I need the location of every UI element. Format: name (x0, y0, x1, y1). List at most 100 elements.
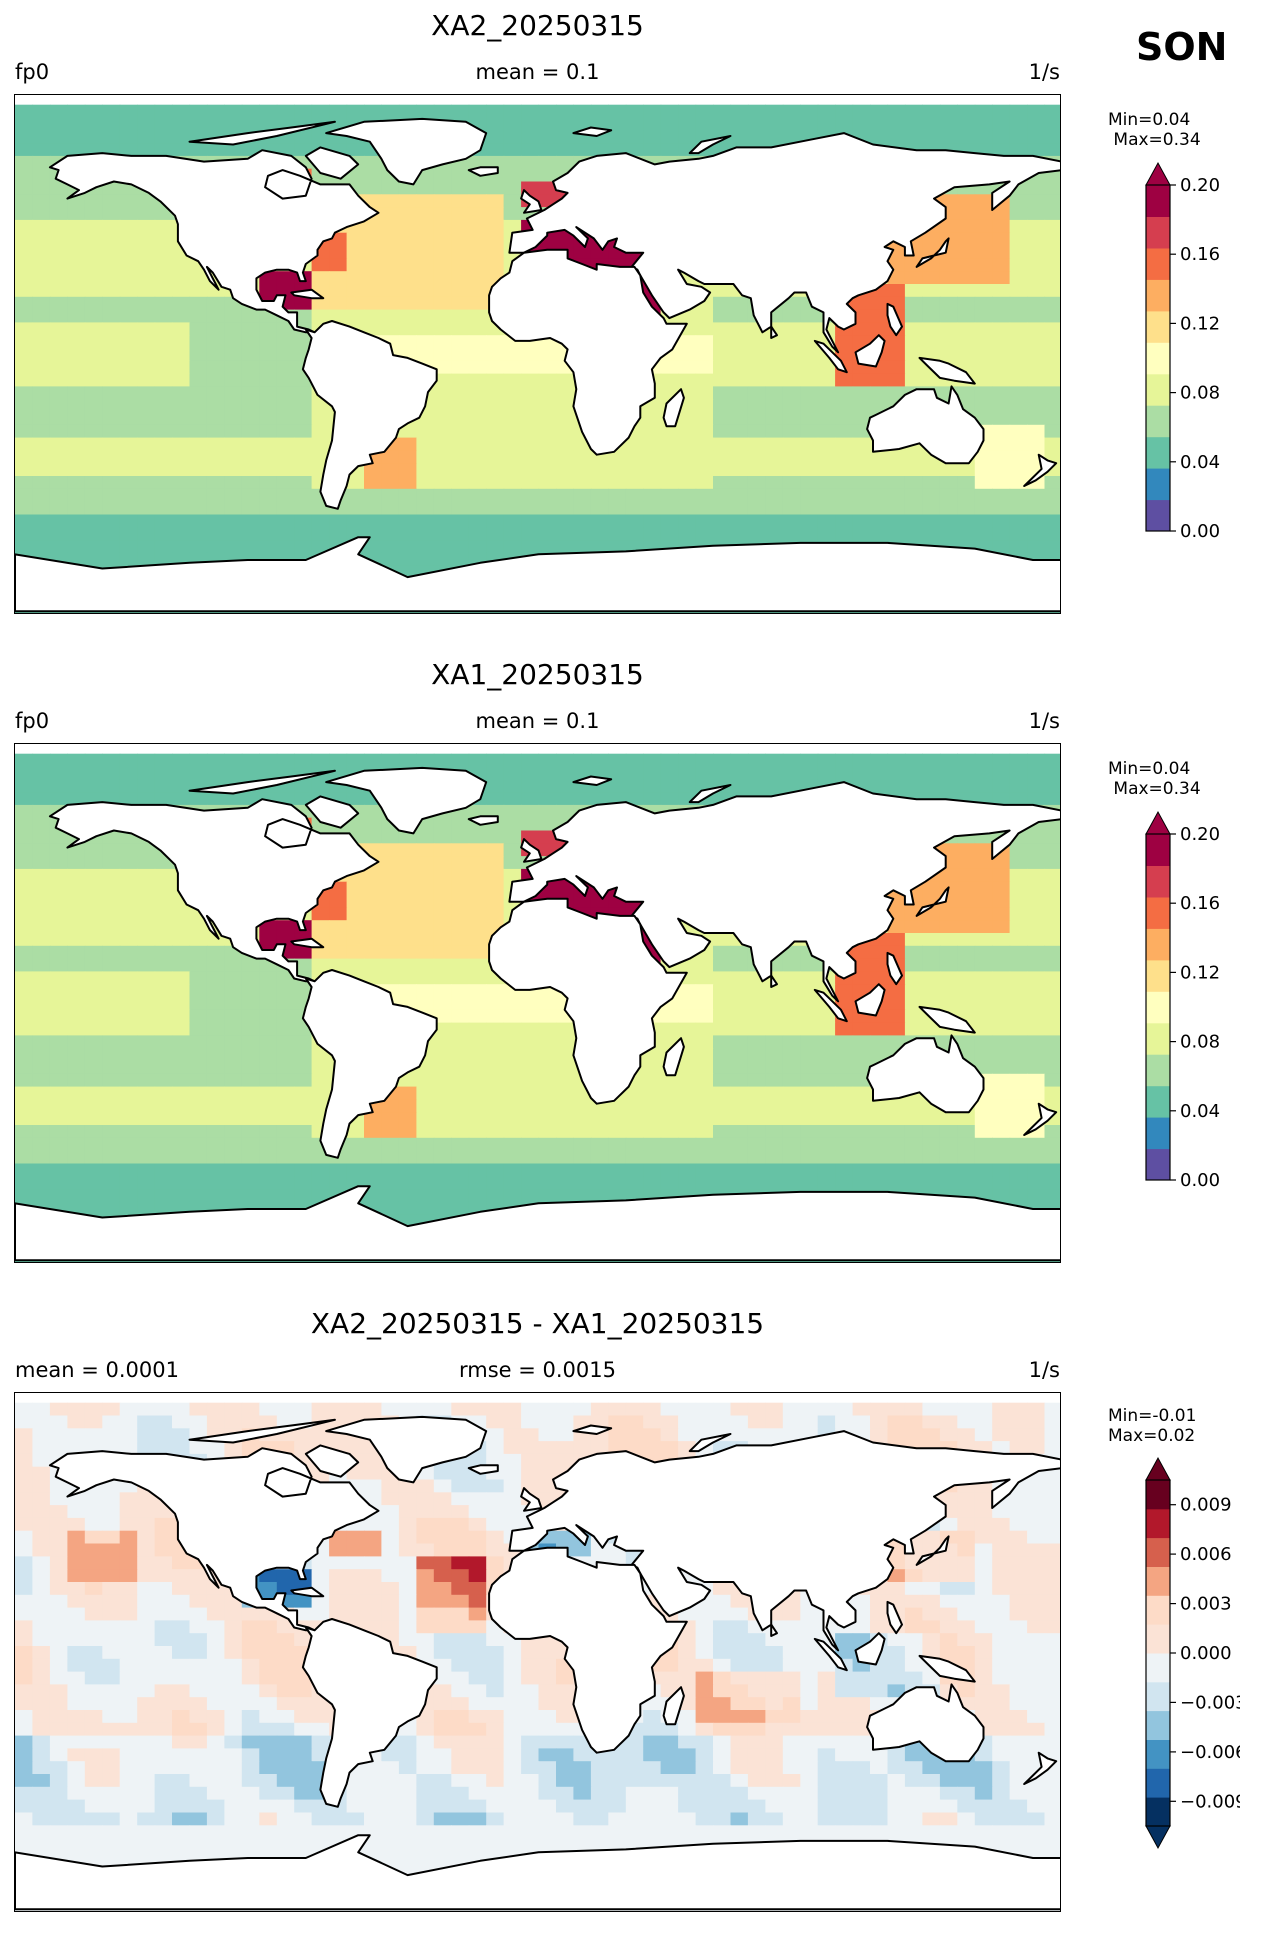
land-sumatra (813, 988, 848, 1023)
land-svalbard (572, 775, 613, 786)
land-britain (520, 838, 543, 863)
colorbar-segment (1146, 1566, 1170, 1596)
colorbar-segment (1146, 1054, 1170, 1087)
panel-1-map (14, 94, 1061, 614)
colorbar-segment (1146, 1085, 1170, 1118)
land-new-guinea (918, 356, 976, 385)
colorbar-extend-max (1145, 1456, 1171, 1481)
land-japan (915, 886, 950, 917)
colorbar-tick-label: 0.00 (1180, 521, 1220, 542)
colorbar-extend-max (1145, 161, 1171, 186)
land-japan (915, 1535, 950, 1566)
colorbar-frame (1145, 184, 1171, 532)
land-new-zealand (1023, 1102, 1058, 1136)
land-svalbard (572, 1424, 613, 1435)
colorbar-segment (1146, 1681, 1170, 1712)
panel-2-title: XA1_20250315 (431, 658, 644, 691)
colorbar-segment (1146, 216, 1170, 249)
land-arctic-islands (188, 1418, 336, 1444)
land-novaya-zemlya (688, 784, 732, 804)
land-borneo (854, 1632, 886, 1666)
colorbar-segment (1146, 1117, 1170, 1150)
land-antarctica (15, 1185, 1060, 1262)
land-australia (866, 1683, 985, 1763)
colorbar-tick-label: 0.08 (1180, 383, 1220, 404)
land-philippines (886, 951, 903, 986)
colorbar-segment (1146, 1710, 1170, 1740)
colorbar-tick-label: 0.000 (1180, 1643, 1232, 1664)
colorbar-tick-label: 0.006 (1180, 1544, 1232, 1565)
panel-2-map (14, 743, 1061, 1263)
colorbar-segment (1146, 928, 1170, 961)
panel-3-colorbar: −0.009 −0.006 −0.003 0.000 0.003 0.006 0.009 (1145, 1456, 1240, 1850)
colorbar-segment (1146, 991, 1170, 1024)
colorbar-segment (1146, 373, 1170, 406)
panel-3-units-label: 1/s (1028, 1358, 1060, 1382)
land-sumatra (813, 339, 848, 374)
colorbar-segment (1146, 1508, 1170, 1539)
no-data-band (15, 95, 1060, 99)
colorbar-extend-max (1145, 810, 1171, 835)
colorbar-extend-min (1145, 1825, 1171, 1850)
land-north-america (48, 1447, 380, 1632)
panel-1-mean-label: mean = 0.1 (475, 60, 600, 84)
colorbar-segment (1146, 834, 1170, 866)
colorbar-segment (1146, 1653, 1170, 1683)
land-iceland (467, 815, 499, 826)
colorbar-tick-label: 0.20 (1180, 824, 1220, 845)
land-novaya-zemlya (688, 135, 732, 155)
land-africa (488, 248, 688, 456)
colorbar-segment (1146, 310, 1170, 343)
land-sri-lanka (770, 974, 778, 988)
panel-2-mean-label: mean = 0.1 (475, 709, 600, 733)
colorbar-segment (1146, 499, 1170, 532)
land-britain (520, 189, 543, 214)
land-arctic-islands (188, 769, 336, 795)
land-south-america (301, 1618, 438, 1808)
land-baffin (304, 795, 360, 829)
colorbar-tick-label: 0.04 (1180, 1101, 1220, 1122)
land-antarctica (15, 1834, 1060, 1911)
colorbar-segment (1146, 436, 1170, 469)
colorbar-frame (1145, 833, 1171, 1181)
colorbar-segment (1146, 1768, 1170, 1798)
land-madagascar (662, 1037, 685, 1077)
land-group (15, 117, 1060, 613)
colorbar-segment (1146, 1537, 1170, 1567)
land-africa (488, 897, 688, 1105)
land-madagascar (662, 388, 685, 428)
land-iceland (467, 1464, 499, 1475)
colorbar-tick-label: 0.20 (1180, 175, 1220, 196)
panel-2-minmax-label: Min=0.04 Max=0.34 (1108, 759, 1201, 799)
colorbar-segment (1146, 468, 1170, 501)
colorbar-tick-label: 0.12 (1180, 962, 1220, 983)
season-label: SON (1136, 25, 1228, 69)
panel-3-map (14, 1392, 1061, 1912)
land-africa (488, 1546, 688, 1754)
land-philippines (886, 302, 903, 337)
land-greenland (325, 766, 488, 835)
land-japan (915, 237, 950, 268)
land-madagascar (662, 1686, 685, 1726)
land-borneo (854, 983, 886, 1017)
panel-1-variable-label: fp0 (15, 60, 50, 84)
colorbar-segment (1146, 959, 1170, 992)
colorbar-segment (1146, 1739, 1170, 1769)
land-greenland (325, 1415, 488, 1484)
panel-3-rmse-label: rmse = 0.0015 (458, 1358, 616, 1382)
colorbar-tick-label: 0.08 (1180, 1032, 1220, 1053)
land-cuba (290, 288, 325, 300)
panel-1-colorbar: 0.00 0.04 0.08 0.12 0.16 0.20 (1145, 161, 1220, 542)
colorbar-segment (1146, 865, 1170, 898)
colorbar-segment (1146, 1022, 1170, 1055)
land-antarctica (15, 536, 1060, 613)
panel-3-title: XA2_20250315 - XA1_20250315 (310, 1307, 765, 1340)
land-new-zealand (1023, 1751, 1058, 1785)
colorbar-tick-label: 0.00 (1180, 1170, 1220, 1191)
colorbar-segment (1146, 342, 1170, 375)
colorbar-tick-label: 0.12 (1180, 313, 1220, 334)
colorbar-tick-label: 0.009 (1180, 1495, 1232, 1516)
colorbar-tick-label: 0.16 (1180, 244, 1220, 265)
land-australia (866, 1034, 985, 1114)
colorbar-tick-label: −0.009 (1180, 1791, 1240, 1812)
